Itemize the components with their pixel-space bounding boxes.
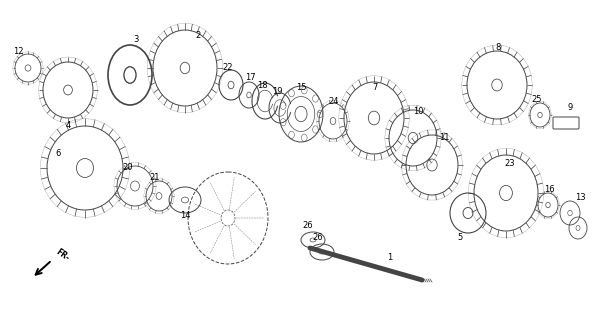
Text: 15: 15 (296, 84, 307, 92)
Text: 3: 3 (133, 36, 139, 44)
Text: 13: 13 (575, 194, 585, 203)
Text: 9: 9 (567, 103, 573, 113)
Text: 7: 7 (372, 83, 377, 92)
Text: 23: 23 (505, 158, 515, 167)
Text: 10: 10 (413, 108, 423, 116)
Text: 18: 18 (257, 81, 267, 90)
Text: 6: 6 (55, 148, 61, 157)
Text: 26: 26 (303, 221, 313, 230)
Text: 24: 24 (329, 98, 339, 107)
Text: 11: 11 (439, 132, 450, 141)
Text: 21: 21 (150, 173, 160, 182)
Text: 2: 2 (195, 30, 201, 39)
Text: 22: 22 (223, 63, 233, 73)
Text: 5: 5 (457, 233, 463, 242)
Text: 16: 16 (544, 185, 554, 194)
Text: 17: 17 (245, 74, 255, 83)
Text: 8: 8 (495, 44, 501, 52)
Text: FR-: FR- (54, 247, 71, 263)
Text: 12: 12 (13, 47, 23, 57)
Text: 26: 26 (313, 234, 323, 243)
Text: 1: 1 (388, 253, 392, 262)
Text: 14: 14 (180, 211, 191, 220)
Text: 4: 4 (66, 121, 71, 130)
Text: 25: 25 (532, 95, 542, 105)
Text: 20: 20 (123, 164, 133, 172)
Text: 19: 19 (272, 86, 282, 95)
